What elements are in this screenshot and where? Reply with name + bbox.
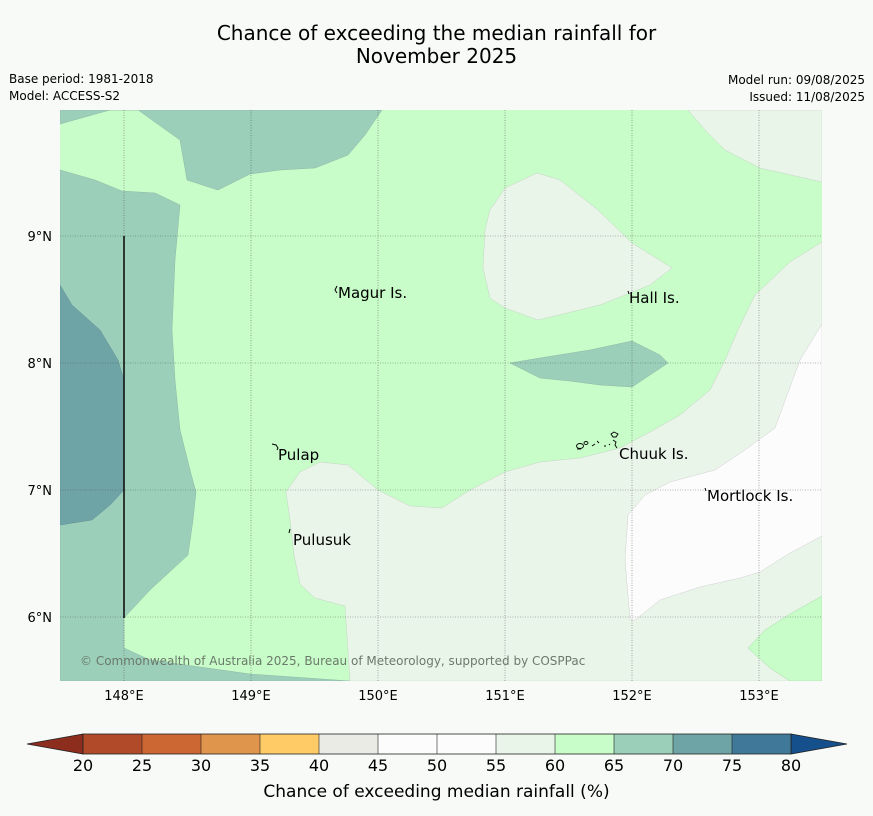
lat-label-6N: 6°N: [28, 611, 53, 626]
colorbar-tick: 60: [545, 756, 565, 775]
colorbar-bin-25-30: [142, 734, 201, 754]
lon-label-149E: 149°E: [231, 689, 271, 704]
colorbar: 20 25 30 35 40 45 50 55 60 65 70 75 80: [26, 733, 848, 775]
model-run-text: Model run: 09/08/2025: [727, 73, 865, 87]
colorbar-bin-45-50: [378, 734, 437, 754]
chart-title: Chance of exceeding the median rainfall …: [0, 22, 873, 68]
colorbar-under-arrow: [26, 733, 84, 755]
label-chuuk: Chuuk Is.: [619, 445, 688, 463]
region-65-70-north: [60, 110, 383, 191]
label-hall: Hall Is.: [629, 289, 680, 307]
colorbar-tick: 20: [73, 756, 93, 775]
label-pulusuk: Pulusuk: [293, 531, 351, 549]
pulusuk-island-shape: [288, 528, 291, 534]
copyright-text: © Commonwealth of Australia 2025, Bureau…: [80, 654, 585, 668]
colorbar-bin-35-40: [260, 734, 319, 754]
colorbar-tick: 25: [132, 756, 152, 775]
place-labels: Magur Is. Hall Is. Pulap Chuuk Is. Mortl…: [278, 284, 793, 549]
title-line-2: November 2025: [355, 44, 518, 68]
label-magur: Magur Is.: [338, 284, 407, 302]
meta-right: Model run: 09/08/2025 Issued: 11/08/2025: [728, 72, 865, 106]
lon-label-148E: 148°E: [104, 689, 144, 704]
model-text: Model: ACCESS-S2: [9, 89, 121, 103]
region-65-70-west: [60, 169, 351, 681]
region-55-60-ne: [687, 110, 822, 183]
colorbar-label: Chance of exceeding median rainfall (%): [263, 782, 610, 802]
colorbar-bin-60-65: [555, 734, 614, 754]
issued-text: Issued: 11/08/2025: [749, 90, 865, 104]
colorbar-bin-70-75: [673, 734, 732, 754]
lon-label-153E: 153°E: [739, 689, 779, 704]
colorbar-tick: 75: [722, 756, 742, 775]
pulap-island-shape: [271, 443, 279, 451]
lon-label-150E: 150°E: [358, 689, 398, 704]
label-mortlock: Mortlock Is.: [707, 487, 793, 505]
colorbar-bin-30-35: [201, 734, 260, 754]
region-45-55-se: [624, 323, 822, 621]
colorbar-tick: 45: [368, 756, 388, 775]
colorbar-bin-65-70: [614, 734, 673, 754]
colorbar-ticks: 20 25 30 35 40 45 50 55 60 65 70 75 80: [73, 756, 801, 775]
colorbar-tick: 65: [604, 756, 624, 775]
island-outlines: [271, 285, 707, 534]
chuuk-island-shape: [576, 431, 619, 450]
colorbar-tick: 40: [309, 756, 329, 775]
colorbar-over-arrow: [790, 733, 848, 755]
title-line-1: Chance of exceeding the median rainfall …: [216, 21, 657, 45]
colorbar-tick: 30: [191, 756, 211, 775]
magur-island-shape: [334, 285, 338, 294]
hall-island-shape: [627, 290, 630, 295]
colorbar-bin-40-45: [319, 734, 378, 754]
mortlock-island-shape: [704, 487, 707, 492]
colorbar-tick: 35: [250, 756, 270, 775]
colorbar-tick: 55: [486, 756, 506, 775]
meta-left: Base period: 1981-2018 Model: ACCESS-S2: [9, 71, 154, 105]
colorbar-dividers: [141, 734, 733, 754]
colorbar-bin-50-55: [437, 734, 496, 754]
lat-label-9N: 9°N: [28, 230, 53, 245]
base-period-text: Base period: 1981-2018: [9, 72, 154, 86]
lat-axis: 9°N 8°N 7°N 6°N: [28, 230, 53, 626]
graticule: [60, 110, 822, 681]
colorbar-bin-55-60: [496, 734, 555, 754]
colorbar-tick: 80: [781, 756, 801, 775]
lon-axis: 148°E 149°E 150°E 151°E 152°E 153°E: [104, 689, 779, 704]
colorbar-tick: 50: [427, 756, 447, 775]
colorbar-tick: 70: [663, 756, 683, 775]
lat-label-7N: 7°N: [28, 484, 53, 499]
region-55-60-central: [482, 172, 673, 321]
lon-label-151E: 151°E: [485, 689, 525, 704]
lon-label-152E: 152°E: [612, 689, 652, 704]
map-area: Magur Is. Hall Is. Pulap Chuuk Is. Mortl…: [60, 110, 822, 681]
region-65-70-central: [509, 340, 669, 388]
colorbar-bin-75-80: [732, 734, 791, 754]
lat-label-8N: 8°N: [28, 357, 53, 372]
label-pulap: Pulap: [278, 446, 319, 464]
colorbar-bin-20-25: [83, 734, 142, 754]
